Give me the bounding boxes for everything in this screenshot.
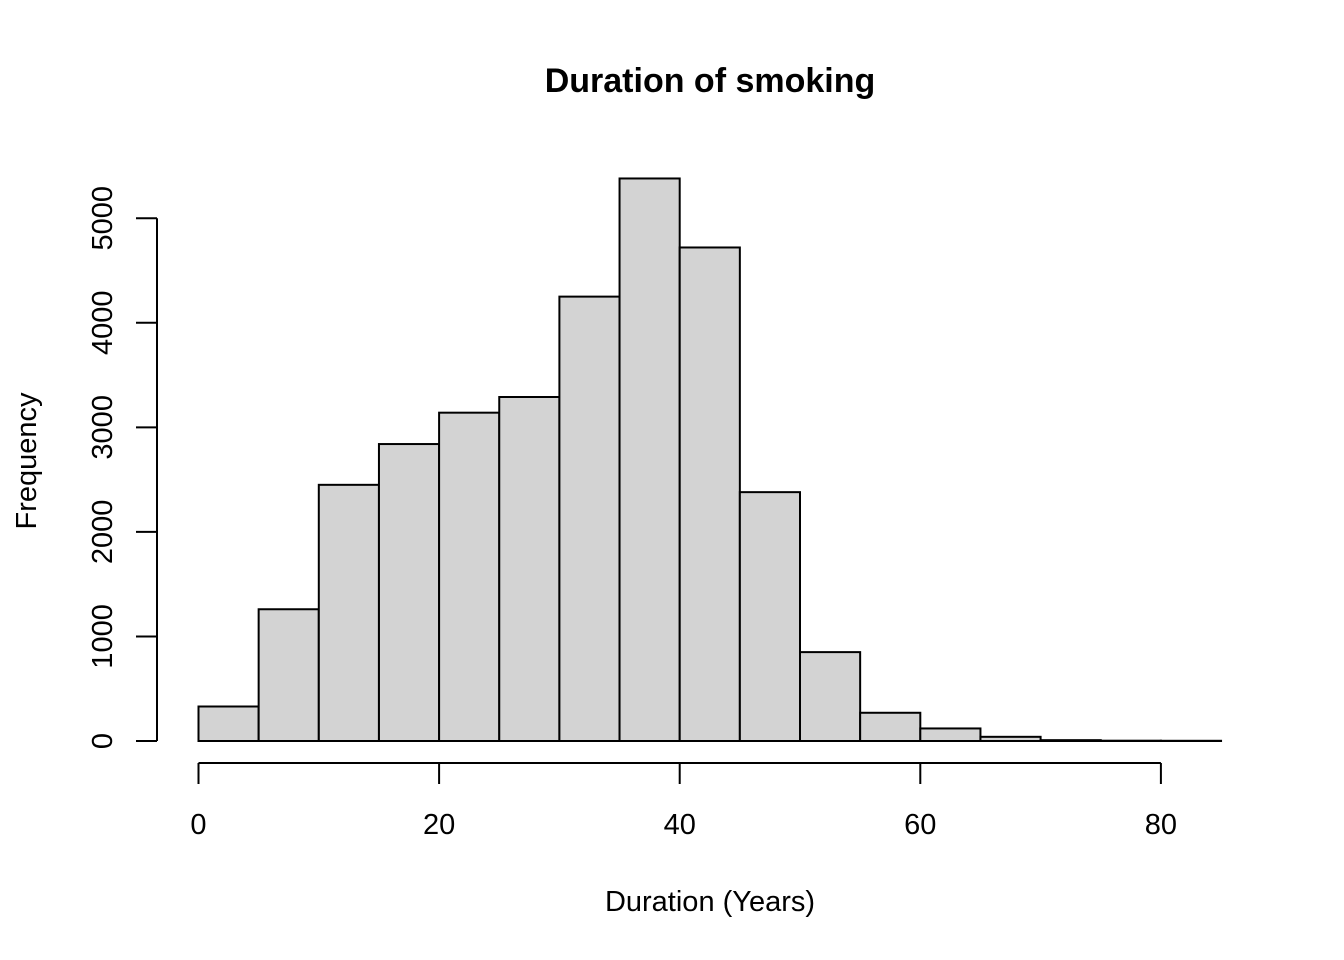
histogram-bar bbox=[438, 411, 501, 742]
histogram-bar bbox=[257, 608, 320, 742]
y-tick-label: 1000 bbox=[87, 604, 119, 669]
histogram-bar bbox=[919, 727, 982, 743]
histogram-bar bbox=[558, 295, 621, 742]
x-tick-label: 80 bbox=[1145, 809, 1177, 841]
histogram-bar bbox=[197, 705, 260, 742]
y-tick-label: 2000 bbox=[87, 500, 119, 565]
x-tick-label: 0 bbox=[190, 809, 206, 841]
histogram-bar bbox=[799, 651, 862, 742]
histogram-bar bbox=[377, 443, 441, 742]
histogram-bar bbox=[738, 491, 801, 742]
x-tick-label: 40 bbox=[664, 809, 696, 841]
x-tick-label: 20 bbox=[423, 809, 455, 841]
chart-title: Duration of smoking bbox=[545, 62, 876, 100]
x-axis-label: Duration (Years) bbox=[605, 886, 815, 918]
histogram-bar bbox=[498, 396, 561, 742]
y-tick-label: 5000 bbox=[87, 186, 119, 251]
y-tick-label: 0 bbox=[87, 733, 119, 749]
y-axis-label: Frequency bbox=[11, 392, 43, 530]
histogram-bars bbox=[197, 177, 1223, 743]
y-axis: 0 1000 2000 3000 4000 5000 bbox=[87, 186, 158, 749]
x-tick-label: 60 bbox=[904, 809, 936, 841]
histogram-bar bbox=[678, 246, 741, 742]
histogram-bar bbox=[618, 177, 681, 743]
y-tick-label: 3000 bbox=[87, 395, 119, 460]
x-axis: 0 20 40 60 80 bbox=[190, 762, 1177, 841]
histogram-bar bbox=[1039, 739, 1102, 742]
histogram-bar bbox=[859, 711, 922, 743]
histogram-bar bbox=[979, 735, 1042, 743]
histogram-bar bbox=[317, 483, 380, 742]
y-tick-label: 4000 bbox=[87, 291, 119, 356]
